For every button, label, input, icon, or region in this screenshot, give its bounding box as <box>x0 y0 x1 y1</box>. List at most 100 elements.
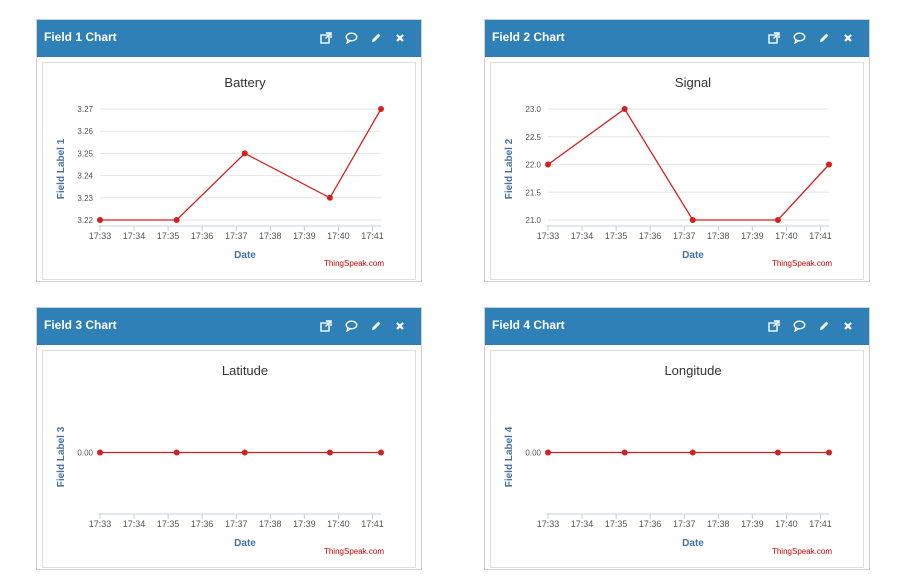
data-point[interactable] <box>545 449 551 456</box>
y-tick-label: 22.0 <box>525 161 541 170</box>
credits-label[interactable]: ThingSpeak.com <box>324 259 384 268</box>
chart-panel-field-4: Field 4 Chart Longitude Field Label 4 Da… <box>484 307 870 570</box>
panel-title: Field 4 Chart <box>492 318 565 332</box>
close-icon[interactable] <box>392 30 408 46</box>
x-tick-label: 17:39 <box>741 519 764 529</box>
chart-panel-field-1: Field 1 Chart Battery Field Label 1 Date… <box>36 19 422 282</box>
data-point[interactable] <box>173 449 180 456</box>
panel-header: Field 4 Chart <box>485 308 869 345</box>
x-tick-label: 17:33 <box>537 231 560 241</box>
x-tick-label: 17:36 <box>191 519 214 529</box>
chart-panel-field-2: Field 2 Chart Signal Field Label 2 Date … <box>484 19 870 282</box>
x-tick-label: 17:40 <box>327 519 350 529</box>
data-point[interactable] <box>826 449 832 456</box>
y-tick-label: 3.25 <box>77 149 93 158</box>
panel-title: Field 3 Chart <box>44 318 117 332</box>
x-tick-label: 17:41 <box>809 519 832 529</box>
panel-title: Field 2 Chart <box>492 30 565 44</box>
data-point[interactable] <box>241 150 248 157</box>
chart-title: Latitude <box>222 363 268 378</box>
chart-title: Battery <box>224 75 266 90</box>
x-tick-label: 17:37 <box>225 519 248 529</box>
data-point[interactable] <box>774 217 781 223</box>
x-tick-label: 17:36 <box>191 231 214 241</box>
x-tick-label: 17:38 <box>707 519 730 529</box>
data-point[interactable] <box>689 217 696 223</box>
panel-header: Field 2 Chart <box>485 20 869 57</box>
x-tick-label: 17:37 <box>673 519 696 529</box>
y-axis-title: Field Label 2 <box>504 138 515 199</box>
chart: Longitude Field Label 4 Date ThingSpeak.… <box>504 363 832 556</box>
y-tick-label: 3.26 <box>77 127 93 136</box>
x-tick-label: 17:37 <box>673 231 696 241</box>
y-tick-label: 21.5 <box>525 188 541 197</box>
data-point[interactable] <box>326 449 333 456</box>
pencil-icon[interactable] <box>368 318 384 334</box>
x-axis-title: Date <box>234 538 256 549</box>
x-tick-label: 17:41 <box>361 231 384 241</box>
external-link-icon[interactable] <box>766 30 782 46</box>
x-tick-label: 17:35 <box>157 231 180 241</box>
data-point[interactable] <box>241 449 248 456</box>
y-tick-label: 0.00 <box>77 449 93 458</box>
chart-title: Longitude <box>664 363 721 378</box>
data-point[interactable] <box>774 449 781 456</box>
data-point[interactable] <box>326 194 333 201</box>
close-icon[interactable] <box>392 318 408 334</box>
credits-label[interactable]: ThingSpeak.com <box>324 547 384 556</box>
x-tick-label: 17:33 <box>89 519 112 529</box>
comment-icon[interactable] <box>791 30 807 46</box>
external-link-icon[interactable] <box>318 318 334 334</box>
x-tick-label: 17:39 <box>293 231 316 241</box>
data-point[interactable] <box>97 449 103 456</box>
pencil-icon[interactable] <box>816 318 832 334</box>
data-point[interactable] <box>689 449 696 456</box>
comment-icon[interactable] <box>343 318 359 334</box>
x-axis-title: Date <box>234 250 256 261</box>
data-point[interactable] <box>621 449 628 456</box>
x-tick-label: 17:41 <box>809 231 832 241</box>
y-tick-label: 3.22 <box>77 216 93 225</box>
data-point[interactable] <box>378 106 384 112</box>
data-point[interactable] <box>378 449 384 456</box>
y-axis-title: Field Label 3 <box>56 426 67 487</box>
series-line <box>100 108 382 221</box>
data-point[interactable] <box>545 161 551 168</box>
credits-label[interactable]: ThingSpeak.com <box>772 547 832 556</box>
x-tick-label: 17:40 <box>327 231 350 241</box>
comment-icon[interactable] <box>791 318 807 334</box>
x-tick-label: 17:38 <box>259 519 282 529</box>
chart-area: Longitude Field Label 4 Date ThingSpeak.… <box>490 350 864 568</box>
external-link-icon[interactable] <box>766 318 782 334</box>
y-tick-label: 3.27 <box>77 105 93 114</box>
x-tick-label: 17:39 <box>741 231 764 241</box>
x-tick-label: 17:38 <box>707 231 730 241</box>
x-tick-label: 17:34 <box>571 519 594 529</box>
x-tick-label: 17:33 <box>89 231 112 241</box>
chart: Latitude Field Label 3 Date ThingSpeak.c… <box>56 363 384 556</box>
pencil-icon[interactable] <box>816 30 832 46</box>
y-axis-title: Field Label 4 <box>504 426 515 487</box>
close-icon[interactable] <box>840 30 856 46</box>
chart: Battery Field Label 1 Date ThingSpeak.co… <box>56 75 384 268</box>
x-tick-label: 17:38 <box>259 231 282 241</box>
x-tick-label: 17:36 <box>639 519 662 529</box>
data-point[interactable] <box>97 217 103 223</box>
x-tick-label: 17:35 <box>605 231 628 241</box>
external-link-icon[interactable] <box>318 30 334 46</box>
chart: Signal Field Label 2 Date ThingSpeak.com… <box>504 75 832 268</box>
credits-label[interactable]: ThingSpeak.com <box>772 259 832 268</box>
x-tick-label: 17:33 <box>537 519 560 529</box>
x-tick-label: 17:36 <box>639 231 662 241</box>
close-icon[interactable] <box>840 318 856 334</box>
x-tick-label: 17:34 <box>123 519 146 529</box>
y-tick-label: 3.23 <box>77 194 93 203</box>
x-tick-label: 17:37 <box>225 231 248 241</box>
x-tick-label: 17:35 <box>157 519 180 529</box>
pencil-icon[interactable] <box>368 30 384 46</box>
data-point[interactable] <box>173 217 180 223</box>
data-point[interactable] <box>621 106 628 112</box>
data-point[interactable] <box>826 161 832 168</box>
comment-icon[interactable] <box>343 30 359 46</box>
x-tick-label: 17:41 <box>361 519 384 529</box>
